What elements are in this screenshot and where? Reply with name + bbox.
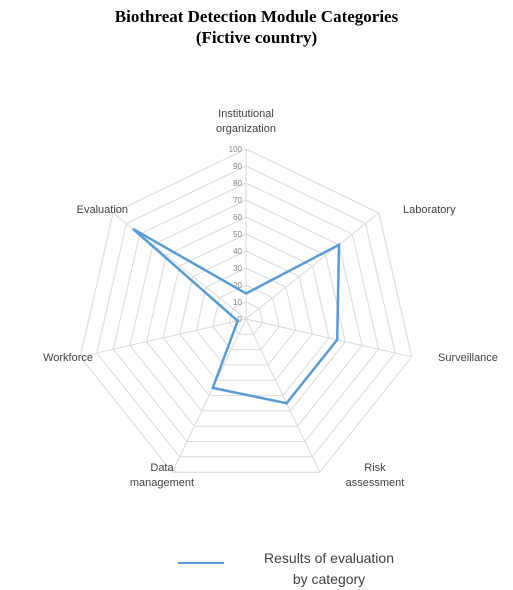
category-label-4-line-0: Data <box>150 462 174 474</box>
series-line-0 <box>132 227 341 405</box>
category-label-3-line-0: Risk <box>364 462 386 474</box>
tick-label-90: 90 <box>233 162 242 171</box>
category-label-6: Evaluation <box>77 204 128 216</box>
spoke-1 <box>245 212 380 320</box>
tick-label-70: 70 <box>233 196 242 205</box>
spoke-4 <box>171 318 247 473</box>
category-label-3-line-1: assessment <box>346 477 405 489</box>
category-labels: Institutional organization Laboratory Surve… <box>43 108 498 489</box>
category-label-0-line-0: Institutional <box>218 108 274 120</box>
tick-label-60: 60 <box>233 213 242 222</box>
category-label-2-line-0: Surveillance <box>438 352 498 364</box>
grid-ring-80 <box>112 182 380 442</box>
spoke-5 <box>80 318 247 358</box>
grid-ring-10 <box>228 301 264 335</box>
category-label-0-line-1: organization <box>216 123 276 135</box>
tick-label-10: 10 <box>233 298 242 307</box>
spoke-2 <box>245 318 412 358</box>
tick-label-0: 0 <box>238 315 243 324</box>
radar-series <box>132 227 341 405</box>
grid-ring-60 <box>146 216 346 412</box>
radar-chart: 0 10 20 30 40 50 60 70 80 90 100 Institutional orga… <box>43 108 498 489</box>
radar-grid <box>79 148 413 473</box>
legend-label-line-1: Results of evaluation <box>264 550 394 566</box>
grid-ring-100 <box>79 148 413 473</box>
category-label-5-line-0: Workforce <box>43 352 93 364</box>
category-label-2: Surveillance <box>438 352 498 364</box>
spoke-3 <box>245 318 321 473</box>
legend: Results of evaluation by category <box>160 548 440 588</box>
tick-label-80: 80 <box>233 179 242 188</box>
category-label-6-line-0: Evaluation <box>77 204 128 216</box>
chart-title-line-2: (Fictive country) <box>195 28 318 47</box>
tick-label-100: 100 <box>229 145 243 154</box>
category-label-4: Data management <box>130 462 194 489</box>
grid-ring-70 <box>129 199 363 427</box>
category-label-4-line-1: management <box>130 477 194 489</box>
category-label-0: Institutional organization <box>216 108 276 135</box>
tick-label-20: 20 <box>233 281 242 290</box>
category-label-1-line-0: Laboratory <box>403 204 456 216</box>
legend-label: Results of evaluation by category <box>234 548 424 590</box>
tick-label-40: 40 <box>233 247 242 256</box>
category-label-5: Workforce <box>43 352 93 364</box>
legend-label-line-2: by category <box>292 571 366 587</box>
grid-ring-40 <box>179 250 313 381</box>
grid-ring-90 <box>96 165 396 458</box>
category-label-3: Risk assessment <box>346 462 405 489</box>
legend-swatch <box>178 562 224 564</box>
chart-title-line-1: Biothreat Detection Module Categories <box>114 7 399 26</box>
chart-title: Biothreat Detection Module Categories (F… <box>0 6 513 48</box>
tick-label-30: 30 <box>233 264 242 273</box>
tick-label-50: 50 <box>233 230 242 239</box>
category-label-1: Laboratory <box>403 204 456 216</box>
radial-axis-ticks: 0 10 20 30 40 50 60 70 80 90 100 <box>229 145 243 324</box>
grid-ring-30 <box>195 267 297 366</box>
